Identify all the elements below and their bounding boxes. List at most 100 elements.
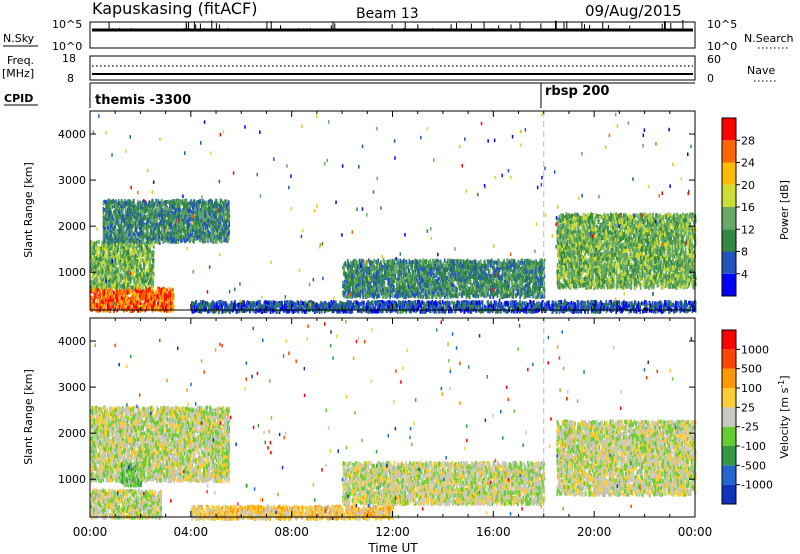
range-time-cell <box>147 255 149 259</box>
range-time-cell <box>187 229 189 233</box>
range-time-cell <box>94 262 96 266</box>
range-time-cell <box>211 225 213 229</box>
range-time-cell <box>201 227 203 231</box>
freq-frame <box>90 56 695 80</box>
range-time-cell <box>105 212 107 216</box>
range-time-cell <box>228 219 230 223</box>
freq-panel: Freq. [MHz] 18 8 60 0 Nave <box>2 52 777 85</box>
range-time-cell <box>151 238 153 242</box>
range-time-cell <box>175 208 177 212</box>
nave-tick-bottom-right: 0 <box>707 72 714 85</box>
nsky-panel: N.Sky 10^5 10^0 10^5 10^0 N.Search <box>3 18 794 53</box>
range-time-cell <box>106 222 108 226</box>
range-time-cell <box>125 307 127 311</box>
range-time-cell <box>128 230 130 234</box>
range-time-cell <box>134 270 136 274</box>
range-time-cell <box>217 222 219 226</box>
nsky-tick-top-right: 10^5 <box>707 18 737 31</box>
range-time-cell <box>187 238 189 242</box>
range-time-cell <box>133 303 135 307</box>
nave-label: Nave <box>747 64 775 77</box>
range-time-cell <box>183 238 185 242</box>
range-time-cell <box>216 199 218 203</box>
range-time-cell <box>166 303 168 307</box>
range-time-cell <box>153 219 155 223</box>
range-time-cell <box>120 204 122 208</box>
range-time-cell <box>103 296 105 300</box>
range-time-cell <box>170 293 172 297</box>
range-time-cell <box>216 234 218 238</box>
range-time-cell <box>153 259 155 263</box>
range-time-cell <box>149 204 151 208</box>
range-time-cell <box>123 201 125 205</box>
range-time-cell <box>152 205 154 209</box>
range-time-cell <box>143 262 145 266</box>
range-time-cell <box>224 203 226 207</box>
range-time-cell <box>124 260 126 264</box>
range-time-cell <box>115 266 117 270</box>
range-time-cell <box>106 266 108 270</box>
range-time-cell <box>161 218 163 222</box>
range-time-cell <box>91 276 93 280</box>
range-time-cell <box>146 234 148 238</box>
range-time-cell <box>97 270 99 274</box>
range-time-cell <box>195 234 197 238</box>
range-time-cell <box>202 234 204 238</box>
range-time-cell <box>140 213 142 217</box>
range-time-cell <box>184 219 186 223</box>
range-time-cell <box>150 303 152 307</box>
range-time-cell <box>117 238 119 242</box>
range-time-cell <box>99 297 101 301</box>
range-time-cell <box>155 226 157 230</box>
range-time-cell <box>128 210 130 214</box>
range-time-cell <box>93 271 95 275</box>
range-time-cell <box>120 279 122 283</box>
range-time-cell <box>122 263 124 267</box>
range-time-cell <box>92 280 94 284</box>
range-time-cell <box>99 265 101 269</box>
range-time-cell <box>169 232 171 236</box>
range-time-cell <box>159 292 161 296</box>
range-time-cell <box>115 236 117 240</box>
range-time-cell <box>111 251 113 255</box>
range-time-cell <box>125 290 127 294</box>
range-time-cell <box>113 227 115 231</box>
range-time-cell <box>126 213 128 217</box>
range-time-cell <box>157 298 159 302</box>
range-time-cell <box>109 253 111 257</box>
range-time-cell <box>138 206 140 210</box>
nsky-label: N.Sky <box>3 32 35 45</box>
range-time-cell <box>94 296 96 300</box>
range-time-cell <box>184 211 186 215</box>
range-time-cell <box>159 300 161 304</box>
range-time-cell <box>135 228 137 232</box>
range-time-cell <box>110 266 112 270</box>
range-time-cell <box>105 216 107 220</box>
range-time-cell <box>118 283 120 287</box>
range-time-cell <box>187 204 189 208</box>
range-time-cell <box>101 256 103 260</box>
range-time-cell <box>105 204 107 208</box>
range-time-cell <box>210 201 212 205</box>
range-time-cell <box>103 291 105 295</box>
range-time-cell <box>141 251 143 255</box>
range-time-cell <box>172 216 174 220</box>
range-time-cell <box>173 239 175 243</box>
range-time-cell <box>212 234 214 238</box>
range-time-cell <box>220 239 222 243</box>
range-time-cell <box>201 201 203 205</box>
range-time-cell <box>169 240 171 244</box>
range-time-cell <box>119 295 121 299</box>
range-time-cell <box>164 302 166 306</box>
range-time-cell <box>147 269 149 273</box>
range-time-cell <box>157 202 159 206</box>
range-time-cell <box>125 211 127 215</box>
range-time-cell <box>148 225 150 229</box>
range-time-cell <box>171 298 173 302</box>
range-time-cell <box>103 286 105 290</box>
range-time-cell <box>164 234 166 238</box>
range-time-cell <box>107 269 109 273</box>
range-time-cell <box>97 294 99 298</box>
range-time-cell <box>190 233 192 237</box>
range-time-cell <box>145 215 147 219</box>
